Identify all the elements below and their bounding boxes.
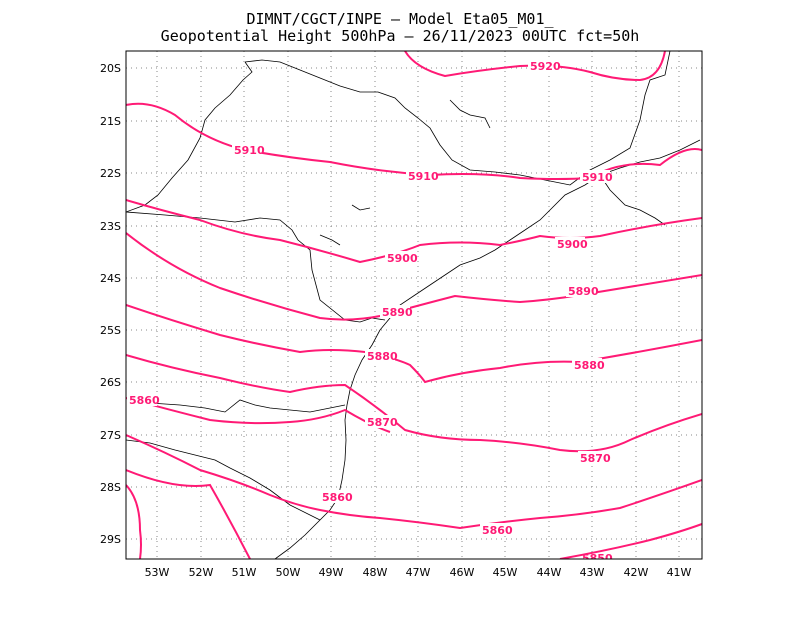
reservoirs (319, 99, 491, 246)
contour-labels: 5920 5910 5910 5910 5900 5900 5890 5890 … (127, 59, 613, 565)
contour-label: 5880 (367, 350, 398, 363)
contour-5860-west (126, 397, 391, 433)
atlantic-coastline (274, 139, 701, 559)
state-border-ms-sp (126, 61, 253, 213)
lat-tick-label: 27S (100, 429, 121, 442)
lat-tick-label: 24S (100, 272, 121, 285)
contour-label: 5900 (557, 238, 588, 251)
contour-label: 5880 (574, 359, 605, 372)
contour-5880 (126, 304, 702, 384)
contour-5860-sw (126, 469, 251, 559)
lon-tick-label: 42W (624, 566, 649, 579)
grid-lines (126, 51, 702, 559)
contour-label: 5870 (367, 416, 398, 429)
latitude-axis: 20S 21S 22S 23S 24S 25S 26S 27S 28S 29S (100, 62, 121, 546)
contour-label: 5920 (530, 60, 561, 73)
lat-tick-label: 28S (100, 481, 121, 494)
contour-5850 (559, 523, 702, 559)
lat-tick-label: 21S (100, 115, 121, 128)
contour-label: 5870 (580, 452, 611, 465)
lon-tick-label: 45W (493, 566, 518, 579)
contour-label: 5910 (234, 144, 265, 157)
rj-coast (599, 174, 666, 226)
contour-5860-mid (126, 434, 702, 530)
contour-5900 (126, 199, 702, 264)
lat-tick-label: 20S (100, 62, 121, 75)
state-border-sc-rs (126, 439, 321, 521)
contour-label: 5910 (582, 171, 613, 184)
lon-tick-label: 48W (363, 566, 388, 579)
lon-tick-label: 41W (667, 566, 692, 579)
lon-tick-label: 53W (145, 566, 170, 579)
contour-label: 5860 (129, 394, 160, 407)
lon-tick-label: 50W (276, 566, 301, 579)
contour-label: 5850 (582, 552, 613, 565)
lon-tick-label: 46W (450, 566, 475, 579)
contour-label: 5910 (408, 170, 439, 183)
contour-label: 5890 (382, 306, 413, 319)
chart-title-line-2: Geopotential Height 500hPa – 26/11/2023 … (160, 27, 640, 45)
contour-label: 5860 (322, 491, 353, 504)
state-border-mg-sp (244, 51, 671, 186)
lat-tick-label: 23S (100, 220, 121, 233)
plot-frame (125, 50, 703, 560)
lat-tick-label: 29S (100, 533, 121, 546)
lon-tick-label: 47W (406, 566, 431, 579)
chart-title-line-1: DIMNT/CGCT/INPE – Model Eta05_M01_ (246, 10, 554, 28)
lat-tick-label: 22S (100, 167, 121, 180)
lon-tick-label: 43W (580, 566, 605, 579)
height-contours (126, 51, 702, 559)
lat-tick-label: 25S (100, 324, 121, 337)
contour-5860-corner (126, 484, 142, 559)
contour-5890 (126, 232, 702, 321)
longitude-axis: 53W 52W 51W 50W 49W 48W 47W 46W 45W 44W … (145, 566, 692, 579)
contour-label: 5890 (568, 285, 599, 298)
contour-label: 5860 (482, 524, 513, 537)
contour-5870 (126, 354, 702, 453)
lon-tick-label: 44W (537, 566, 562, 579)
state-border-sp-pr (126, 211, 386, 323)
lat-tick-label: 26S (100, 376, 121, 389)
lon-tick-label: 51W (232, 566, 257, 579)
contour-label: 5900 (387, 252, 418, 265)
lon-tick-label: 49W (319, 566, 344, 579)
lon-tick-label: 52W (189, 566, 214, 579)
state-border-pr-sc (126, 397, 346, 413)
coastline-borders (126, 51, 701, 559)
